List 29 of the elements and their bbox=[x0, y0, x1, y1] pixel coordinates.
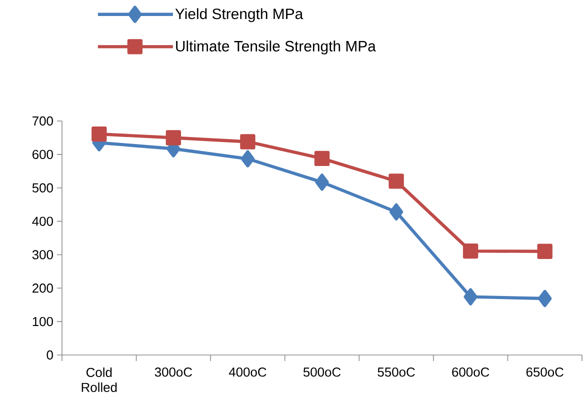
point bbox=[92, 126, 107, 142]
legend-label: Yield Strength MPa bbox=[175, 8, 304, 22]
point bbox=[462, 243, 478, 259]
x-tick-label: 400oC bbox=[228, 368, 266, 377]
point bbox=[315, 174, 329, 191]
y-tick-label: 700 bbox=[32, 116, 53, 126]
x-tick-label: Cold Rolled bbox=[82, 368, 117, 392]
point bbox=[464, 288, 478, 306]
point bbox=[388, 174, 404, 189]
y-tick-label: 500 bbox=[32, 183, 53, 192]
x-tick-label: 500oC bbox=[303, 368, 341, 377]
point bbox=[240, 150, 255, 168]
x-tick-label: 600oC bbox=[452, 368, 490, 377]
legend-label: Ultimate Tensile Strength MPa bbox=[176, 40, 376, 54]
point bbox=[538, 290, 552, 308]
x-tick-label: 550oC bbox=[378, 368, 415, 377]
y-tick-label: 0 bbox=[46, 350, 53, 360]
y-tick-label: 600 bbox=[32, 150, 53, 160]
x-tick-label: 650oC bbox=[526, 368, 564, 377]
point bbox=[240, 134, 256, 150]
point bbox=[314, 150, 330, 166]
point bbox=[166, 130, 182, 146]
y-tick-label: 400 bbox=[32, 216, 53, 226]
x-tick-label: 300oC bbox=[154, 368, 192, 377]
point bbox=[537, 244, 552, 259]
y-tick-label: 300 bbox=[32, 250, 53, 260]
point bbox=[389, 203, 404, 221]
y-tick-label: 200 bbox=[32, 284, 53, 293]
y-tick-label: 100 bbox=[32, 316, 53, 326]
